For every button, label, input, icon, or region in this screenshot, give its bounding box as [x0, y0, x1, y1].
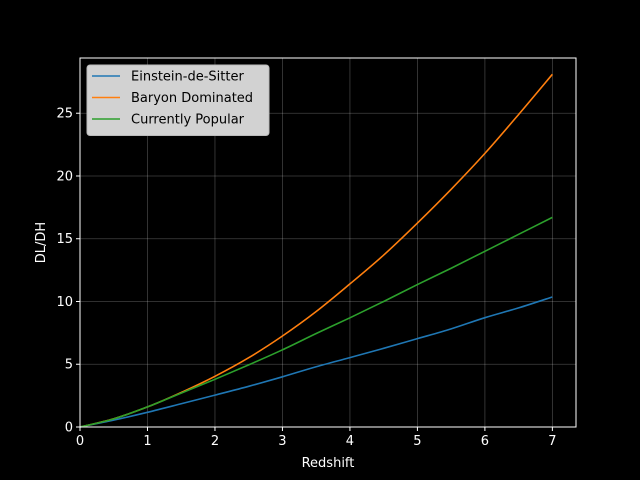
- plot-frame: [79, 57, 577, 428]
- y-tick-label: 5: [65, 358, 73, 373]
- series-line-currently-popular: [79, 216, 553, 428]
- series-lines: [79, 73, 553, 428]
- x-tick-label: 0: [76, 434, 84, 449]
- y-tick-label: 15: [56, 232, 73, 247]
- y-tick-label: 10: [56, 295, 73, 310]
- x-tick-label: 6: [481, 434, 489, 449]
- x-tick-label: 7: [548, 434, 556, 449]
- y-tick-label: 0: [65, 421, 73, 436]
- legend-label-currently-popular: Currently Popular: [131, 113, 245, 128]
- x-tick-label: 5: [413, 434, 421, 449]
- axis-ticks: 0 1 2 3 4 5 6 7 0 5 10 15 20 25: [56, 107, 556, 449]
- series-line-einstein-de-sitter: [79, 296, 553, 428]
- y-tick-label: 25: [56, 107, 73, 122]
- legend-label-baryon-dominated: Baryon Dominated: [131, 91, 253, 106]
- x-tick-label: 3: [278, 434, 286, 449]
- x-axis-label: Redshift: [302, 456, 355, 471]
- legend-label-einstein-de-sitter: Einstein-de-Sitter: [131, 70, 244, 85]
- legend-box: [86, 64, 270, 136]
- legend: Einstein-de-Sitter Baryon Dominated Curren…: [86, 64, 270, 136]
- y-tick-label: 20: [56, 169, 73, 184]
- x-tick-label: 1: [143, 434, 151, 449]
- x-tick-label: 2: [211, 434, 219, 449]
- x-tick-label: 4: [346, 434, 354, 449]
- y-axis-label: DL/DH: [34, 222, 49, 263]
